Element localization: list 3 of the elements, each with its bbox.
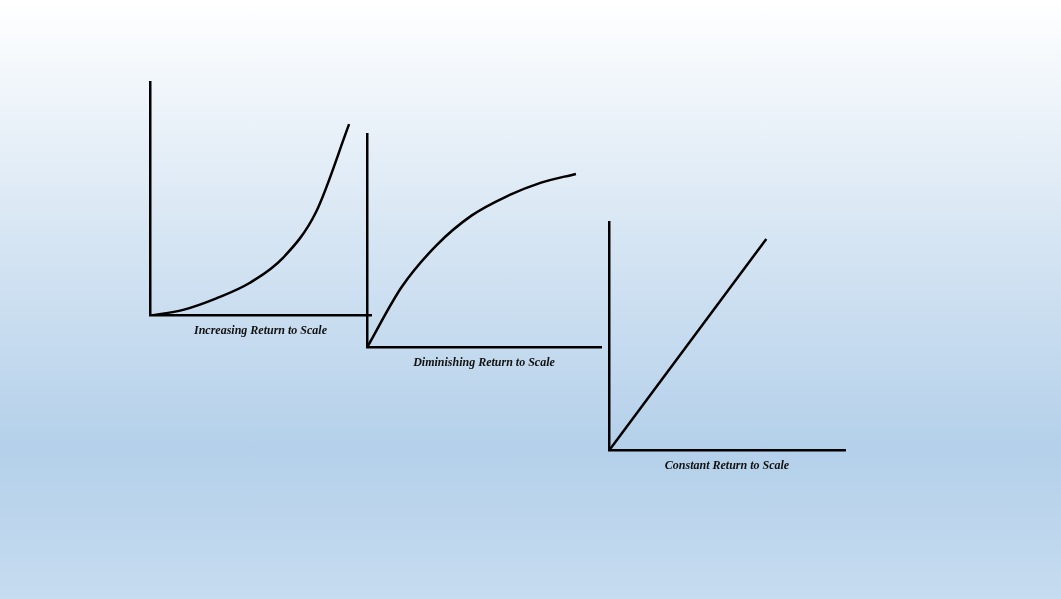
text: Diminishing Return to Scale xyxy=(412,354,556,369)
text: Constant Return to Scale xyxy=(664,457,790,472)
text: Increasing Return to Scale xyxy=(192,322,328,337)
